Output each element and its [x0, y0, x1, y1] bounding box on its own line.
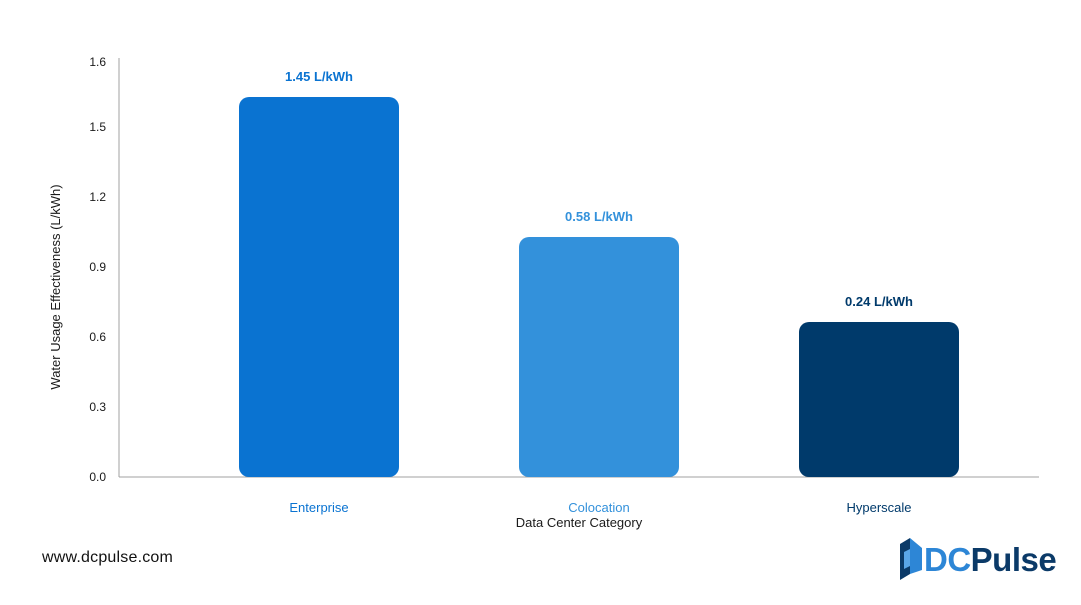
- data-label: 1.45 L/kWh: [285, 69, 353, 84]
- x-axis-title: Data Center Category: [516, 515, 643, 530]
- bar-hyperscale: [799, 322, 959, 477]
- logo-wordmark: DCPulse: [924, 540, 1057, 578]
- data-label: 0.24 L/kWh: [845, 294, 913, 309]
- x-axis-ticks: Enterprise Colocation Hyperscale: [289, 500, 911, 515]
- y-tick-label: 1.5: [89, 120, 106, 134]
- y-tick-label: 1.6: [89, 55, 106, 69]
- y-axis-title: Water Usage Effectiveness (L/kWh): [48, 184, 63, 389]
- logo-mark-icon: [900, 538, 922, 580]
- y-axis-ticks: 0.0 0.3 0.6 0.9 1.2 1.5 1.6: [89, 55, 106, 484]
- y-tick-label: 0.0: [89, 470, 106, 484]
- logo-text-dc: DC: [924, 540, 971, 578]
- y-tick-label: 0.3: [89, 400, 106, 414]
- logo-text-pulse: Pulse: [970, 540, 1057, 578]
- data-label: 0.58 L/kWh: [565, 209, 633, 224]
- y-tick-label: 1.2: [89, 190, 106, 204]
- y-tick-label: 0.9: [89, 260, 106, 274]
- data-labels-group: 1.45 L/kWh 0.58 L/kWh 0.24 L/kWh: [285, 69, 913, 309]
- y-tick-label: 0.6: [89, 330, 106, 344]
- x-tick-label: Colocation: [568, 500, 629, 515]
- dcpulse-logo: DCPulse: [898, 536, 1057, 582]
- x-tick-label: Hyperscale: [846, 500, 911, 515]
- bar-enterprise: [239, 97, 399, 477]
- bar-colocation: [519, 237, 679, 477]
- footer-website: www.dcpulse.com: [42, 549, 174, 566]
- bars-group: [239, 97, 959, 477]
- x-tick-label: Enterprise: [289, 500, 348, 515]
